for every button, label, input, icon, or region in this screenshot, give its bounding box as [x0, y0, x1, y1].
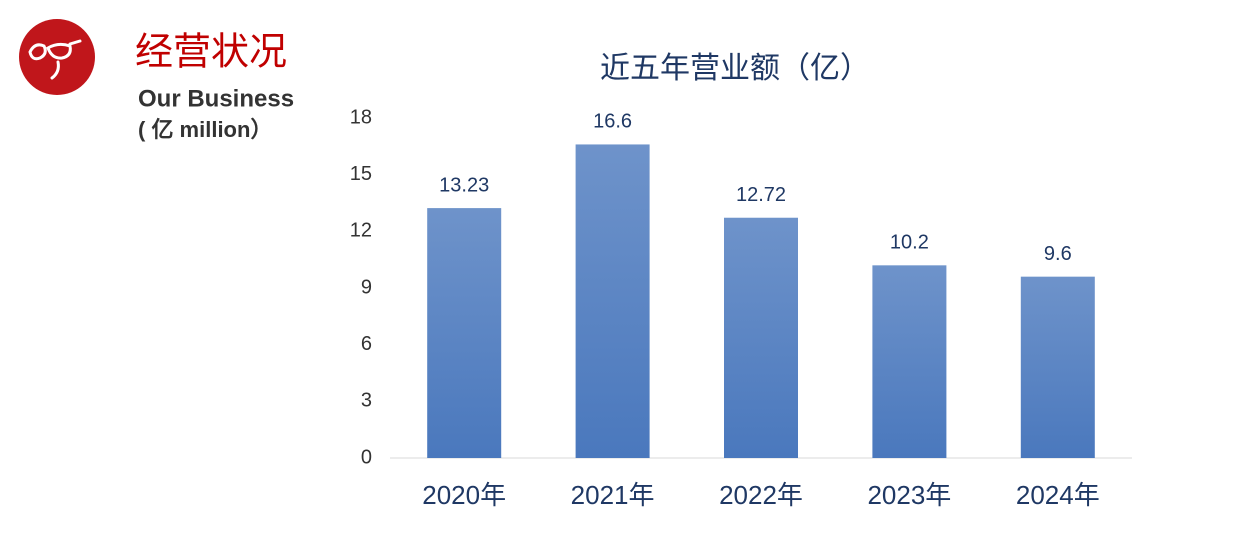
- bar: [427, 208, 502, 458]
- y-tick-label: 6: [361, 333, 372, 355]
- logo: [19, 19, 95, 95]
- data-label: 12.72: [736, 184, 786, 206]
- x-tick-label: 2020年: [422, 480, 506, 510]
- data-label: 13.23: [439, 174, 489, 196]
- x-tick-label: 2021年: [571, 480, 655, 510]
- x-tick-label: 2023年: [867, 480, 951, 510]
- y-tick-label: 0: [361, 446, 372, 468]
- bar: [575, 144, 650, 458]
- y-tick-label: 12: [350, 220, 372, 242]
- chart-title: 近五年营业额（亿）: [600, 52, 870, 85]
- data-label: 10.2: [890, 232, 929, 254]
- y-tick-label: 3: [361, 390, 372, 412]
- data-label: 9.6: [1044, 243, 1072, 265]
- bar: [872, 265, 947, 458]
- data-label: 16.6: [593, 111, 632, 133]
- x-tick-label: 2022年: [719, 480, 803, 510]
- header-subtitle: Our Business: [138, 85, 294, 112]
- header-note: ( 亿 million）: [138, 117, 272, 142]
- y-tick-label: 9: [361, 276, 372, 298]
- y-tick-label: 18: [350, 106, 372, 128]
- x-tick-label: 2024年: [1016, 480, 1100, 510]
- header-title: 经营状况: [135, 30, 287, 74]
- y-tick-label: 15: [350, 163, 372, 185]
- bar: [724, 217, 798, 458]
- bar: [1020, 276, 1095, 458]
